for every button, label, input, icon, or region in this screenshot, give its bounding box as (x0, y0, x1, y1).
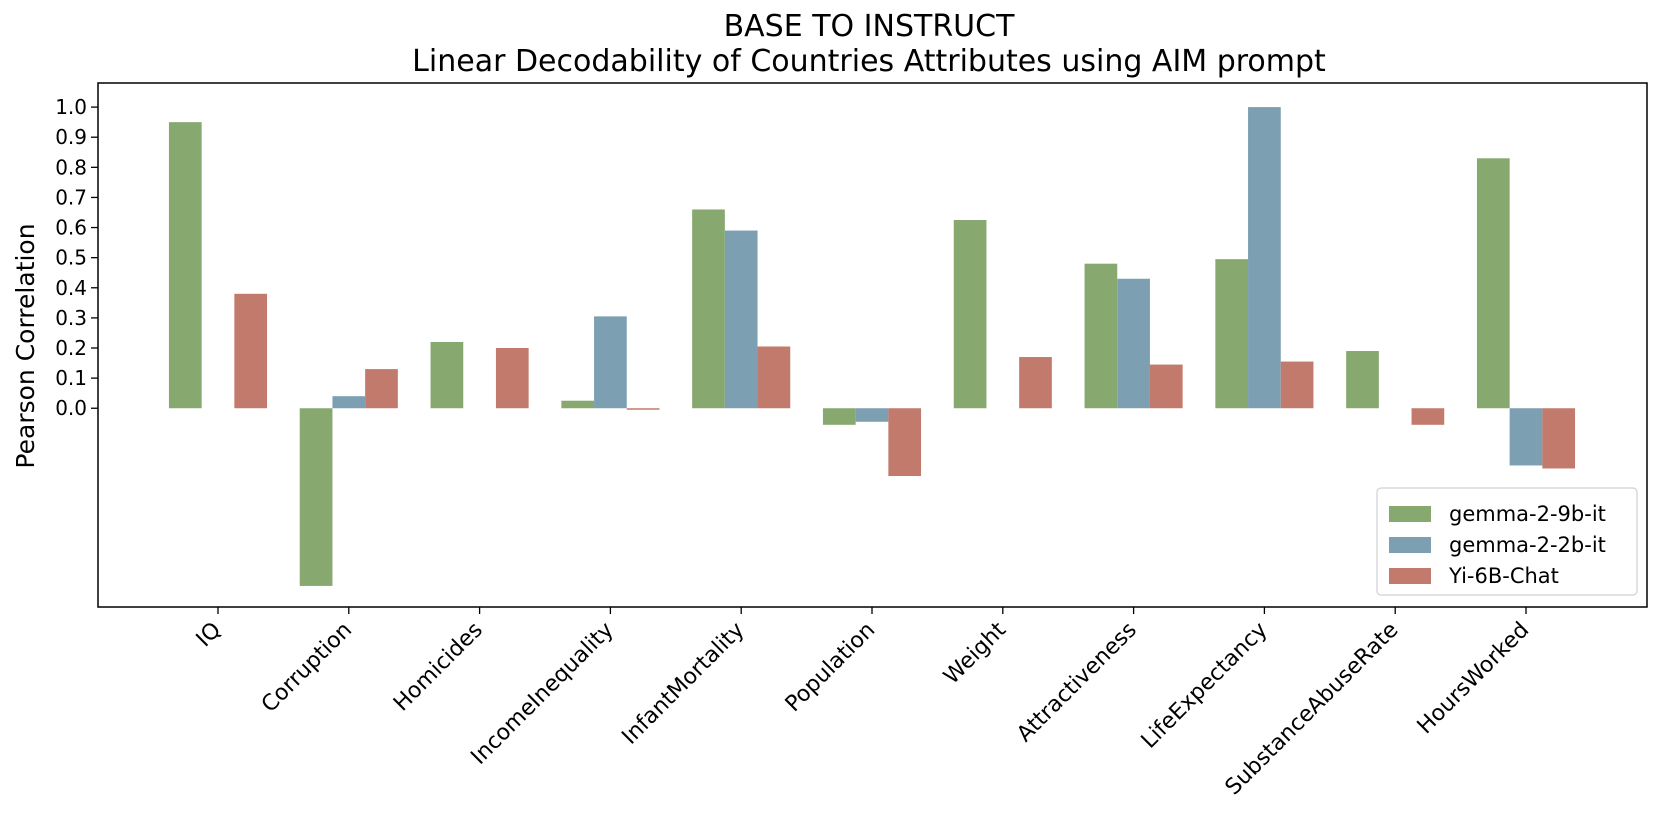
bar-gemma-2-9b-it-weight (953, 220, 987, 409)
bar-gemma-2-2b-it-corruption (332, 396, 366, 409)
legend-label: gemma-2-9b-it (1449, 502, 1606, 526)
legend-swatch (1389, 568, 1431, 584)
bar-gemma-2-9b-it-substanceabuserate (1346, 351, 1379, 409)
bars-layer (168, 107, 1576, 586)
legend-box (1376, 487, 1638, 596)
bar-gemma-2-9b-it-infantmortality (692, 209, 725, 409)
bar-gemma-2-2b-it-infantmortality (724, 230, 758, 409)
chart-subtitle: Linear Decodability of Countries Attribu… (412, 44, 1326, 79)
bar-yi-6b-chat-corruption (365, 369, 398, 409)
x-tick-label-iq: IQ (192, 618, 227, 653)
x-tick-label-attractiveness: Attractiveness (1012, 618, 1142, 748)
bar-gemma-2-2b-it-population (855, 408, 889, 422)
x-tick-label-corruption: Corruption (257, 618, 357, 718)
bar-gemma-2-9b-it-hoursworked (1476, 158, 1510, 409)
bar-yi-6b-chat-attractiveness (1149, 364, 1183, 409)
bar-gemma-2-9b-it-corruption (299, 408, 333, 586)
y-axis: 0.0 0.1 0.2 0.3 0.4 0.5 0.6 0.7 0.8 0.9 1.0 (55, 95, 98, 420)
bar-gemma-2-2b-it-attractiveness (1117, 278, 1150, 409)
y-tick-label: 0.8 (55, 155, 87, 179)
chart-title: BASE TO INSTRUCT (724, 9, 1016, 44)
bar-yi-6b-chat-weight (1019, 357, 1052, 409)
bar-gemma-2-9b-it-attractiveness (1084, 263, 1118, 409)
y-axis-label: Pearson Correlation (11, 223, 40, 468)
y-tick-label: 0.2 (55, 336, 87, 360)
bar-gemma-2-2b-it-incomeinequality (594, 316, 627, 409)
x-tick-label-lifeexpectancy: LifeExpectancy (1137, 618, 1273, 754)
bar-gemma-2-2b-it-lifeexpectancy (1248, 107, 1281, 409)
legend-swatch (1389, 506, 1431, 522)
y-tick-label: 0.0 (55, 396, 87, 420)
bar-yi-6b-chat-population (888, 408, 922, 476)
legend: gemma-2-9b-it gemma-2-2b-it Yi-6B-Chat (1376, 487, 1638, 596)
bar-gemma-2-9b-it-homicides (430, 341, 464, 409)
x-tick-label-incomeinequality: IncomeInequality (466, 618, 618, 770)
bar-gemma-2-9b-it-population (822, 408, 856, 425)
legend-label: gemma-2-2b-it (1449, 533, 1606, 557)
x-tick-label-population: Population (781, 618, 880, 717)
y-tick-label: 0.1 (55, 366, 87, 390)
bar-gemma-2-2b-it-hoursworked (1509, 408, 1543, 466)
legend-swatch (1389, 537, 1431, 553)
bar-gemma-2-9b-it-incomeinequality (561, 400, 595, 409)
x-tick-label-infantmortality: InfantMortality (617, 618, 749, 750)
bar-yi-6b-chat-infantmortality (757, 346, 791, 409)
bar-yi-6b-chat-lifeexpectancy (1280, 361, 1314, 409)
bar-gemma-2-9b-it-lifeexpectancy (1215, 259, 1249, 409)
y-tick-label: 0.3 (55, 306, 87, 330)
x-tick-label-homicides: Homicides (389, 618, 488, 717)
y-tick-label: 1.0 (55, 95, 87, 119)
legend-label: Yi-6B-Chat (1448, 564, 1559, 588)
bar-yi-6b-chat-substanceabuserate (1411, 408, 1445, 425)
x-tick-label-hoursworked: HoursWorked (1413, 618, 1535, 740)
bar-gemma-2-9b-it-iq (168, 122, 202, 409)
y-tick-label: 0.4 (55, 276, 87, 300)
bar-yi-6b-chat-hoursworked (1542, 408, 1576, 469)
x-axis: IQ Corruption HomicidesIncomeInequalityInf… (192, 607, 1535, 800)
x-tick-label-weight: Weight (939, 617, 1011, 689)
bar-yi-6b-chat-incomeinequality (626, 408, 660, 410)
bar-yi-6b-chat-homicides (495, 348, 529, 409)
y-tick-label: 0.5 (55, 246, 87, 270)
y-tick-label: 0.6 (55, 216, 87, 240)
y-tick-label: 0.7 (55, 185, 87, 209)
bar-yi-6b-chat-iq (234, 293, 268, 409)
y-tick-label: 0.9 (55, 125, 87, 149)
